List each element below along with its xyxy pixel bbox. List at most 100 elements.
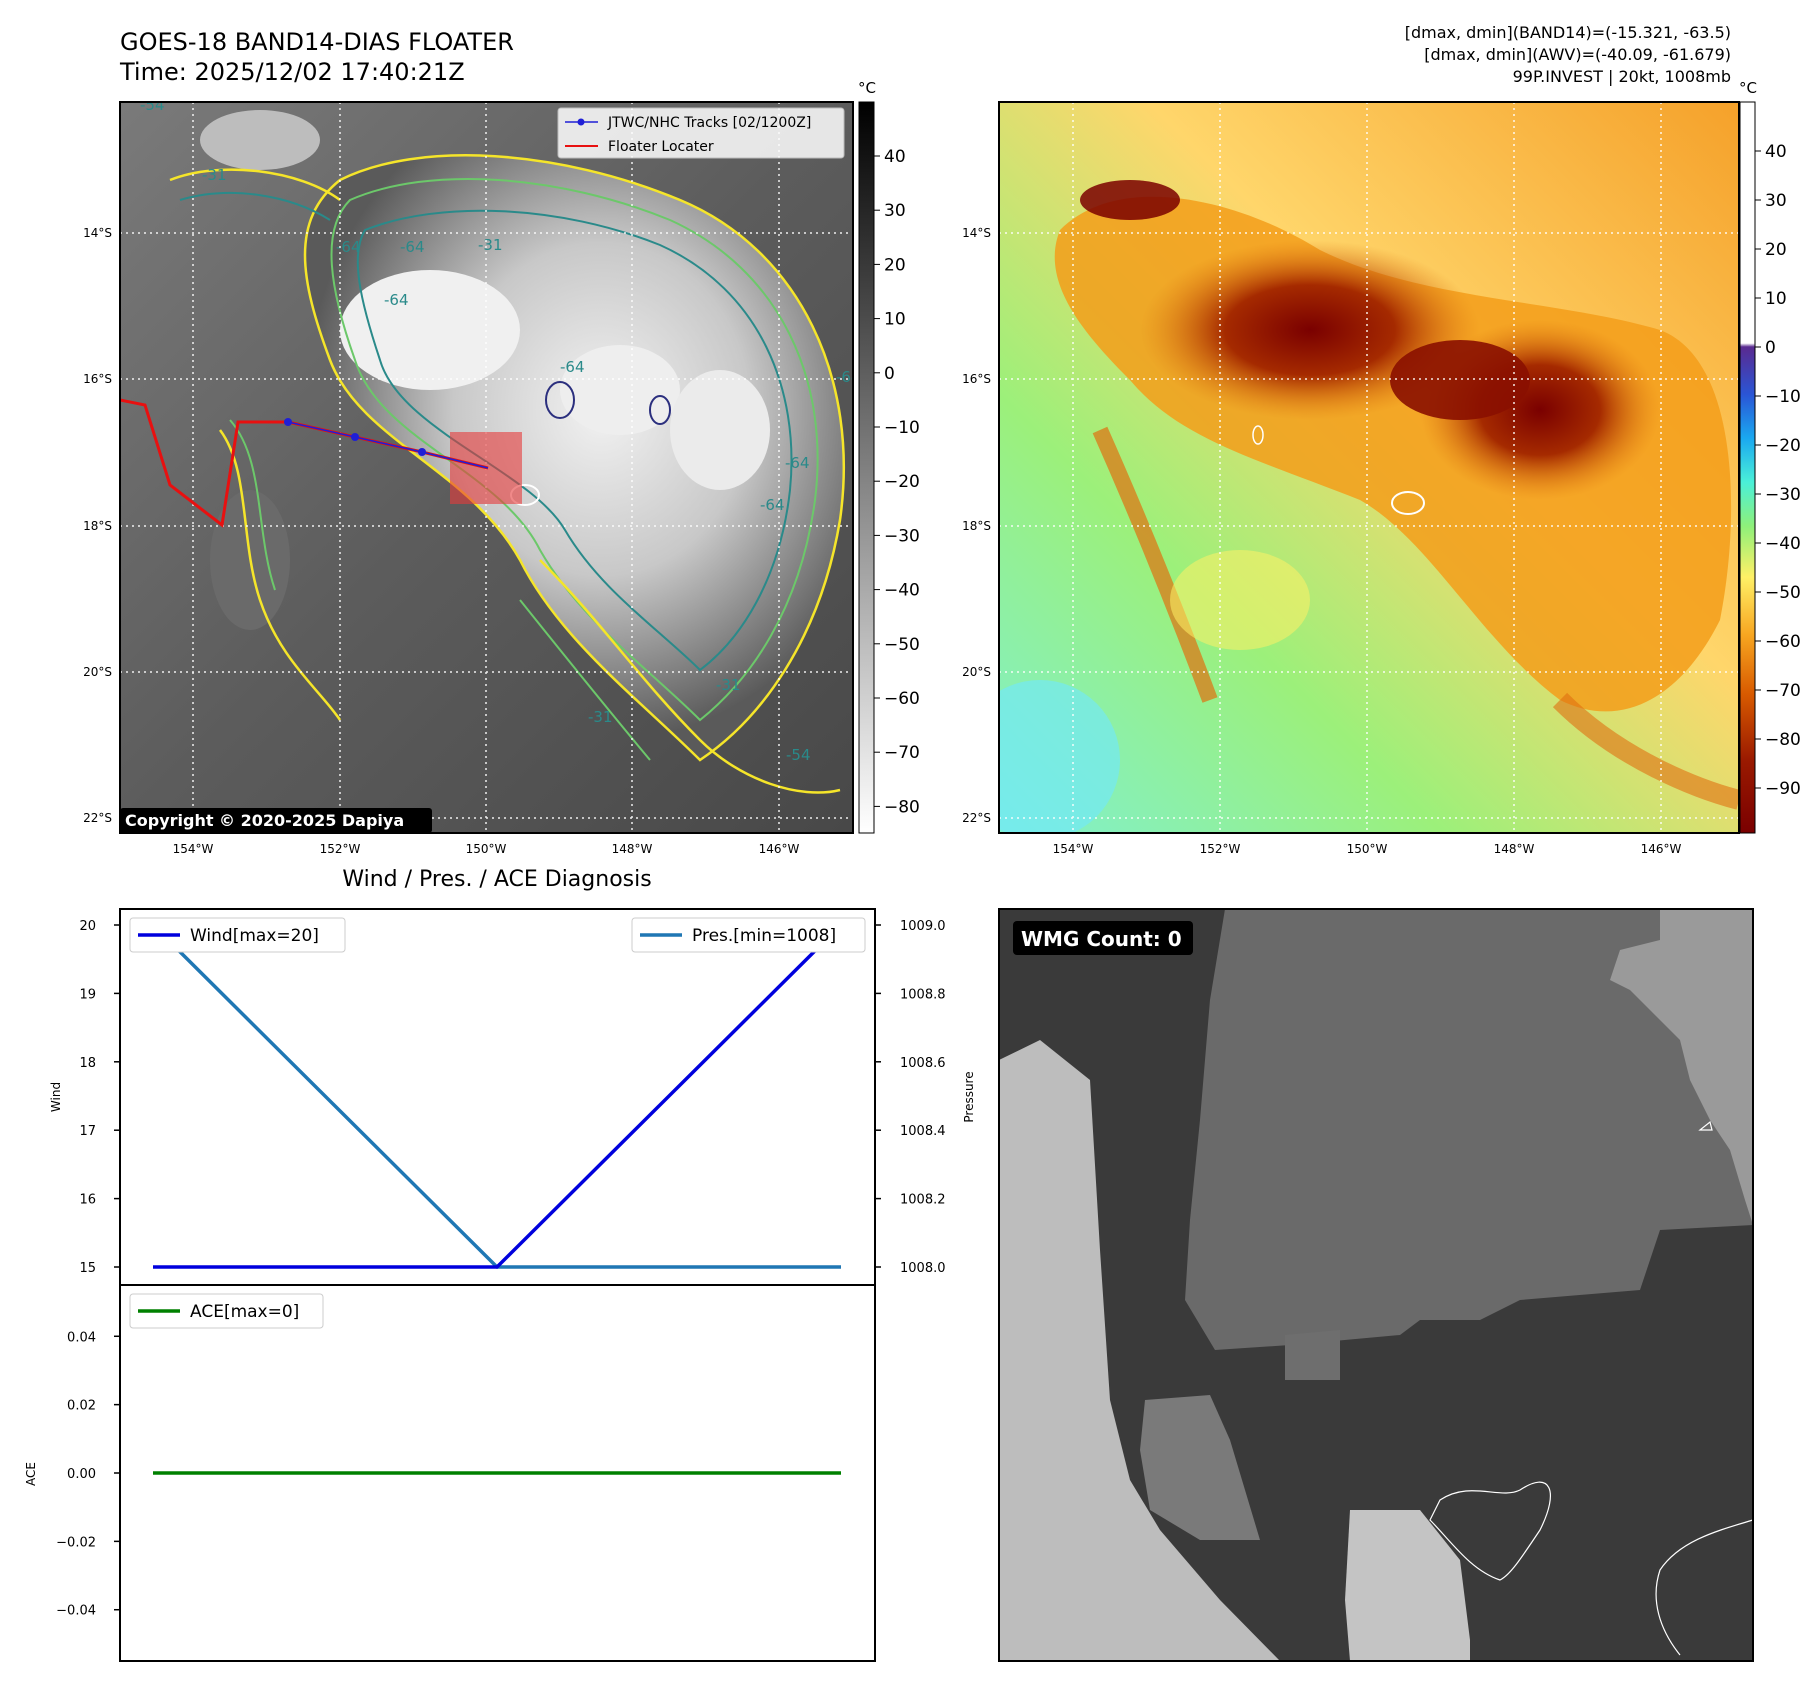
pressure-tick-label: 1009.0 bbox=[900, 919, 946, 934]
wind-legend-label: Wind[max=20] bbox=[190, 926, 319, 946]
contour-label: -31 bbox=[716, 676, 741, 694]
wind-tick-label: 16 bbox=[79, 1193, 96, 1208]
lat-label: 22°S bbox=[962, 811, 991, 825]
legend-locator: Floater Locater bbox=[608, 139, 714, 155]
awv-imagery bbox=[999, 102, 1739, 833]
contour-label: -31 bbox=[202, 166, 227, 184]
colorbar-tick-label: 10 bbox=[884, 310, 906, 330]
colorbar-tick-label: −70 bbox=[884, 743, 920, 763]
colorbar-tick-label: −80 bbox=[884, 797, 920, 817]
ir-imagery: -31 -64 -64 -64 -64 -64 -64 -54 -54 -31 … bbox=[120, 96, 861, 833]
colorbar-tick-label: −30 bbox=[1765, 485, 1801, 505]
ace-legend-label: ACE[max=0] bbox=[190, 1302, 299, 1322]
colorbar-tick-label: 40 bbox=[1765, 142, 1787, 162]
pressure-ylabel: Pressure bbox=[962, 1071, 976, 1122]
lon-label: 148°W bbox=[612, 842, 653, 856]
colorbar-tick-label: 0 bbox=[884, 364, 895, 384]
lat-label: 20°S bbox=[962, 665, 991, 679]
pressure-tick-label: 1008.4 bbox=[900, 1124, 946, 1139]
jtwc-track bbox=[287, 421, 489, 469]
ace-tick-label: −0.04 bbox=[56, 1604, 96, 1619]
colorbar-tick-label: −20 bbox=[1765, 436, 1801, 456]
contour-label: -54 bbox=[786, 746, 811, 764]
ir-legend: JTWC/NHC Tracks [02/1200Z] Floater Locat… bbox=[557, 107, 845, 159]
colorbar-tick-label: −90 bbox=[1765, 779, 1801, 799]
pressure-tick-label: 1008.0 bbox=[900, 1261, 946, 1276]
lon-label: 154°W bbox=[1053, 842, 1094, 856]
lon-label: 148°W bbox=[1494, 842, 1535, 856]
awv-map-panel: 14°S 16°S 18°S 20°S 22°S 154°W 152°W 150… bbox=[962, 79, 1801, 856]
track-point bbox=[351, 433, 359, 441]
colorbar-tick-label: 20 bbox=[884, 255, 906, 275]
colorbar-tick-label: −20 bbox=[884, 472, 920, 492]
ir-colorbar: °C 40 30 20 10 0 −10 −20 −30 −40 −50 −60 −70 −80 bbox=[858, 79, 920, 834]
ace-legend: ACE[max=0] bbox=[129, 1293, 324, 1329]
colorbar-tick-label: 0 bbox=[1765, 338, 1776, 358]
band14-range: [dmax, dmin](BAND14)=(-15.321, -63.5) bbox=[1405, 23, 1731, 42]
diagnosis-chart: Wind / Pres. / ACE Diagnosis Wind Pressu… bbox=[24, 867, 976, 1662]
copyright: Copyright © 2020-2025 Dapiya bbox=[125, 811, 404, 830]
wmg-count: WMG Count: 0 bbox=[1021, 927, 1182, 951]
contour-label: -64 bbox=[560, 358, 585, 376]
pressure-tick-label: 1008.6 bbox=[900, 1056, 946, 1071]
awv-colorbar-unit: °C bbox=[1739, 79, 1757, 97]
colorbar-tick-label: 40 bbox=[884, 147, 906, 167]
lon-label: 152°W bbox=[320, 842, 361, 856]
lat-label: 14°S bbox=[962, 226, 991, 240]
wmg-frame bbox=[998, 908, 1754, 1662]
colorbar-tick-label: 20 bbox=[1765, 240, 1787, 260]
ir-map-panel: -31 -64 -64 -64 -64 -64 -64 -54 -54 -31 … bbox=[83, 79, 920, 856]
contour-label: -64 bbox=[760, 496, 785, 514]
colorbar-tick-label: −10 bbox=[1765, 387, 1801, 407]
lon-label: 146°W bbox=[759, 842, 800, 856]
awv-map-frame bbox=[998, 101, 1740, 834]
ace-tick-label: 0.02 bbox=[67, 1399, 96, 1414]
lat-label: 16°S bbox=[962, 372, 991, 386]
ir-colorbar-unit: °C bbox=[858, 79, 876, 97]
awv-colorbar: °C 40 30 20 10 0 −10 −20 −30 −40 −50 −60 −70 −80 −90 bbox=[1739, 79, 1801, 834]
contour-label: -64 bbox=[836, 368, 861, 386]
lat-label: 18°S bbox=[962, 519, 991, 533]
colorbar-tick-label: −70 bbox=[1765, 681, 1801, 701]
colorbar-tick-label: −60 bbox=[884, 689, 920, 709]
wmg-count-box bbox=[1013, 921, 1193, 955]
colorbar-tick-label: 30 bbox=[884, 201, 906, 221]
lat-label: 22°S bbox=[83, 811, 112, 825]
wind-pres-axes bbox=[119, 908, 876, 1286]
lat-label: 14°S bbox=[83, 226, 112, 240]
lon-label: 152°W bbox=[1200, 842, 1241, 856]
pressure-tick-label: 1008.2 bbox=[900, 1193, 946, 1208]
wind-tick-label: 19 bbox=[79, 987, 96, 1002]
track-point bbox=[284, 418, 292, 426]
wind-tick-label: 18 bbox=[79, 1056, 96, 1071]
wind-tick-label: 15 bbox=[79, 1261, 96, 1276]
wind-legend: Wind[max=20] bbox=[129, 917, 346, 953]
colorbar-tick-label: −80 bbox=[1765, 730, 1801, 750]
contour-label: -64 bbox=[400, 238, 425, 256]
figure-timestamp: Time: 2025/12/02 17:40:21Z bbox=[119, 58, 465, 86]
pres-legend-label: Pres.[min=1008] bbox=[692, 926, 836, 946]
ace-tick-label: 0.04 bbox=[67, 1330, 96, 1345]
colorbar-tick-label: −40 bbox=[884, 581, 920, 601]
lon-label: 154°W bbox=[173, 842, 214, 856]
contour-label: -54 bbox=[140, 96, 165, 114]
contour-label: -64 bbox=[336, 238, 361, 256]
colorbar-tick-label: −50 bbox=[884, 635, 920, 655]
colorbar-tick-label: 10 bbox=[1765, 289, 1787, 309]
diagnosis-title: Wind / Pres. / ACE Diagnosis bbox=[342, 867, 651, 892]
lat-label: 16°S bbox=[83, 372, 112, 386]
wind-tick-label: 20 bbox=[79, 919, 96, 934]
floater-locator-path bbox=[120, 398, 288, 528]
storm-info: 99P.INVEST | 20kt, 1008mb bbox=[1513, 67, 1731, 86]
colorbar-tick-label: −60 bbox=[1765, 632, 1801, 652]
pressure-tick-label: 1008.8 bbox=[900, 987, 946, 1002]
lon-label: 146°W bbox=[1641, 842, 1682, 856]
wind-ylabel: Wind bbox=[49, 1082, 63, 1112]
copyright-box bbox=[120, 808, 432, 833]
contour-label: -31 bbox=[588, 708, 613, 726]
awv-range: [dmax, dmin](AWV)=(-40.09, -61.679) bbox=[1424, 45, 1731, 64]
legend-track: JTWC/NHC Tracks [02/1200Z] bbox=[607, 115, 811, 131]
colorbar-tick-label: 30 bbox=[1765, 191, 1787, 211]
contour-label: -64 bbox=[384, 291, 409, 309]
